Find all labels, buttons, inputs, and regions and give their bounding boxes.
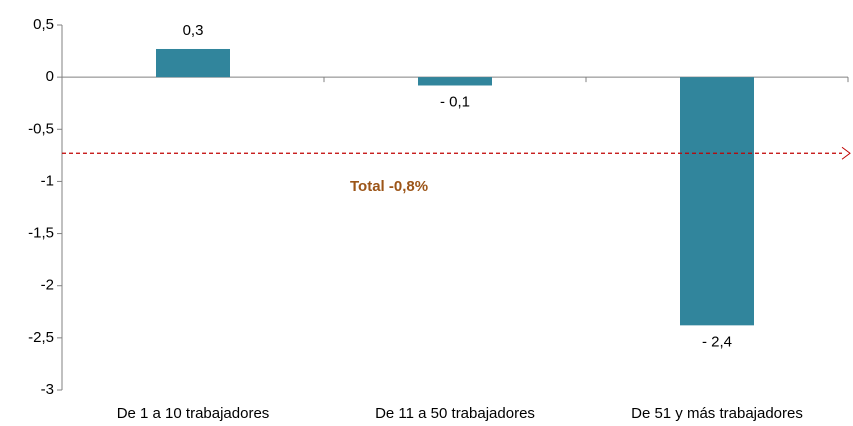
value-label: 0,3 — [183, 22, 204, 39]
y-tick-label: -2 — [41, 277, 54, 294]
value-label: - 2,4 — [702, 333, 732, 350]
reference-arrow — [841, 146, 851, 160]
bar — [418, 77, 492, 86]
x-tick-label: De 51 y más trabajadores — [631, 405, 803, 422]
value-label: - 0,1 — [440, 93, 470, 110]
y-tick-label: 0 — [46, 68, 54, 85]
y-tick-label: -1,5 — [28, 225, 54, 242]
y-tick-label: -2,5 — [28, 329, 54, 346]
y-tick-label: -1 — [41, 172, 54, 189]
y-tick-label: 0,5 — [33, 16, 54, 33]
bar — [680, 77, 754, 326]
y-tick-label: -0,5 — [28, 120, 54, 137]
x-tick-label: De 1 a 10 trabajadores — [117, 405, 270, 422]
x-tick-label: De 11 a 50 trabajadores — [375, 405, 535, 422]
annotation: Total -0,8% — [350, 178, 428, 195]
y-tick-label: -3 — [41, 381, 54, 398]
bar — [156, 48, 230, 78]
